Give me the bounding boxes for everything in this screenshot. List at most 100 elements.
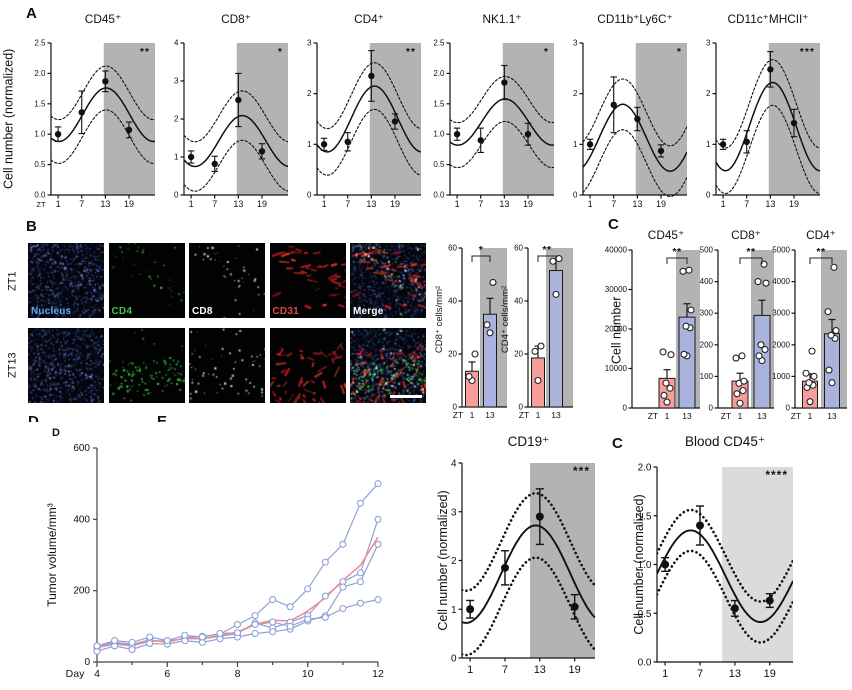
scatter-point	[739, 387, 747, 395]
x-tick-label: 13	[485, 410, 495, 420]
significance-stars: *	[479, 244, 484, 256]
x-tick-label: 1	[738, 411, 743, 421]
scatter-point	[471, 350, 479, 358]
plot-svg: 0 1 2 3 1 7 13 19 ** CD4⁺	[307, 12, 421, 209]
significance-stars: *	[677, 46, 682, 58]
scatter-point	[486, 329, 494, 337]
x-tick-label: 19	[656, 199, 666, 209]
chart-c-cd8: 0 100 200 300 400 500 ** ZT 1 13 CD8⁺	[683, 225, 778, 427]
axes	[446, 42, 554, 199]
series-marker	[321, 558, 329, 566]
x-tick-label: 1	[588, 199, 593, 209]
data-point	[661, 560, 670, 569]
x-tick-label: 19	[257, 199, 267, 209]
series-marker	[163, 637, 171, 645]
y-tick-label: 2000	[772, 340, 790, 349]
y-tick-label: 1.5	[638, 511, 652, 522]
series-marker	[356, 599, 364, 607]
plot-svg: 0.0 0.5 1.0 1.5 2.0 1 7 13 19 **** Blood CD45⁺ Cell…	[632, 434, 793, 680]
chart-cd19: 0 1 2 3 4 1 7 13 19 *** CD19⁺ Cell number (normaliz…	[435, 430, 607, 686]
scatter-point	[682, 322, 690, 330]
fit-curves	[184, 90, 288, 192]
y-tick-label: 40	[514, 297, 523, 306]
series-marker	[128, 645, 136, 654]
micrograph-zt1-cd4: CD4	[108, 243, 185, 318]
x-tick-label: 10	[302, 668, 314, 680]
scatter-point	[802, 369, 810, 377]
x-tick-label: 6	[164, 668, 170, 680]
series-marker	[233, 629, 242, 637]
y-tick-label: 0	[174, 191, 179, 200]
upper-confidence-band	[583, 78, 687, 147]
y-tick-label: 0	[706, 191, 711, 200]
tumor-series-line	[96, 519, 379, 649]
series-marker	[146, 639, 154, 648]
series-marker	[304, 585, 312, 593]
y-tick-label: 4000	[772, 277, 790, 286]
panel-a-ylabel: Cell number (normalized)	[1, 48, 16, 190]
x-axis-title: Day	[66, 668, 85, 680]
scatter-point	[680, 350, 688, 358]
data-points	[54, 70, 133, 143]
axis-title: Tumor volume/mm³	[45, 503, 59, 607]
y-tick-label: 300	[700, 309, 714, 318]
axes	[180, 42, 288, 199]
dark-phase-shade	[236, 43, 288, 195]
y-tick-label: 5000	[772, 246, 790, 255]
scatter-point	[549, 257, 557, 265]
chart-title: Blood CD45⁺	[685, 434, 765, 449]
chart-title: CD4⁺	[354, 12, 384, 26]
panel-d-label-clipped: D	[28, 414, 39, 422]
row-label-zt13: ZT13	[6, 352, 19, 378]
scatter-point	[531, 347, 539, 355]
plot-svg: 0 1000 2000 3000 4000 5000 ** ZT 1 13 CD4⁺	[772, 228, 847, 421]
panel-c-label: C	[608, 216, 619, 233]
y-tick-label: 0	[451, 654, 457, 665]
lower-confidence-band	[583, 129, 687, 197]
scatter-point	[687, 306, 695, 314]
fit-curves	[51, 65, 155, 164]
x-tick-label: 19	[764, 668, 776, 680]
x-tick-label: 19	[390, 199, 400, 209]
series-marker	[198, 633, 206, 641]
data-points	[586, 76, 665, 158]
plot-svg: 0 1 2 3 4 1 7 13 19 * CD8⁺	[174, 12, 288, 209]
data-point	[610, 101, 617, 109]
chart-a-cd8: 0 1 2 3 4 1 7 13 19 * CD8⁺	[157, 6, 289, 218]
lower-confidence-band	[657, 549, 793, 644]
scatter-point	[761, 345, 769, 354]
plot-svg: 0.0 0.5 1.0 1.5 2.0 2.5 1 7 13 19 * NK1.1⁺	[433, 12, 554, 209]
series-marker	[111, 637, 119, 645]
data-point	[125, 126, 133, 134]
x-tick-label: 19	[124, 199, 134, 209]
micrograph-canvas	[269, 328, 346, 403]
data-points	[466, 488, 579, 620]
scatter-points	[483, 278, 497, 337]
series-marker	[269, 628, 277, 636]
y-tick-label: 1.0	[34, 130, 46, 139]
axis-title: CD4⁺ cells/mm²	[500, 286, 511, 353]
scatter-point	[757, 341, 765, 349]
upper-confidence-band	[51, 65, 155, 121]
x-tick-label: 13	[551, 410, 561, 420]
fit-curve	[51, 87, 155, 143]
y-tick-label: 1	[174, 153, 179, 162]
scatter-point	[663, 398, 671, 406]
y-tick-label: 40	[448, 297, 457, 306]
y-tick-label: 0.0	[638, 658, 652, 669]
data-point	[102, 78, 109, 85]
upper-confidence-band	[657, 508, 793, 603]
plot-svg: 0 1 2 3 1 7 13 19 *** CD11c⁺MHCII⁺	[706, 12, 820, 209]
data-point	[320, 141, 328, 148]
plot-svg: 0 1 2 3 1 7 13 19 * CD11b⁺Ly6C⁺	[573, 12, 687, 209]
y-tick-label: 0	[709, 404, 714, 413]
upper-confidence-band	[462, 491, 595, 592]
chart-c-cd45: 0 10000 20000 30000 40000 ** ZT 1 13 CD45⁺	[597, 225, 705, 427]
x-tick-label: 13	[765, 199, 775, 209]
series-marker	[374, 515, 382, 523]
micrograph-zt1-cd8: CD8	[189, 243, 265, 318]
series-marker	[339, 604, 347, 613]
series-marker	[93, 642, 101, 650]
y-tick-label: 0	[307, 191, 312, 200]
